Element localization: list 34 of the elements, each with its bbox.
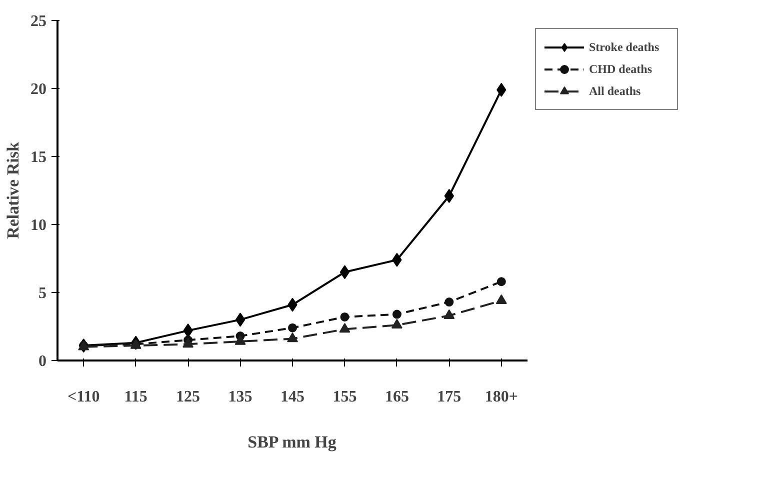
y-axis-title: Relative Risk — [4, 142, 22, 239]
point — [339, 322, 350, 333]
point — [288, 323, 297, 332]
x-tick-label: 165 — [384, 388, 409, 406]
legend-label: CHD deaths — [589, 62, 654, 76]
point — [392, 310, 402, 319]
point — [496, 277, 506, 286]
y-tick-label: 20 — [30, 81, 46, 98]
point — [444, 298, 454, 307]
x-axis-title: SBP mm Hg — [248, 432, 337, 452]
point — [182, 338, 194, 348]
x-tick-label: 175 — [437, 388, 462, 406]
y-tick-label: 15 — [30, 149, 46, 166]
legend-label: Stroke deaths — [589, 40, 660, 54]
point — [391, 318, 402, 329]
x-tick-label: 145 — [280, 388, 304, 406]
y-tick-label: 10 — [30, 217, 46, 234]
x-tick-label: <110 — [67, 388, 100, 406]
point — [444, 309, 455, 320]
x-tick-label: 180+ — [484, 388, 518, 406]
y-tick-label: 25 — [30, 13, 46, 30]
point — [235, 312, 246, 327]
point — [340, 265, 350, 280]
point — [287, 332, 298, 342]
point — [234, 335, 246, 345]
y-tick-label: 5 — [38, 285, 46, 302]
x-tick-label: 155 — [332, 388, 357, 406]
point — [340, 312, 350, 322]
y-tick-label: 0 — [38, 353, 46, 370]
x-tick-label: 135 — [228, 388, 252, 406]
point — [496, 294, 507, 304]
x-tick-label: 125 — [176, 388, 200, 406]
legend-label: All deaths — [589, 84, 642, 98]
x-tick-label: 115 — [124, 388, 148, 406]
